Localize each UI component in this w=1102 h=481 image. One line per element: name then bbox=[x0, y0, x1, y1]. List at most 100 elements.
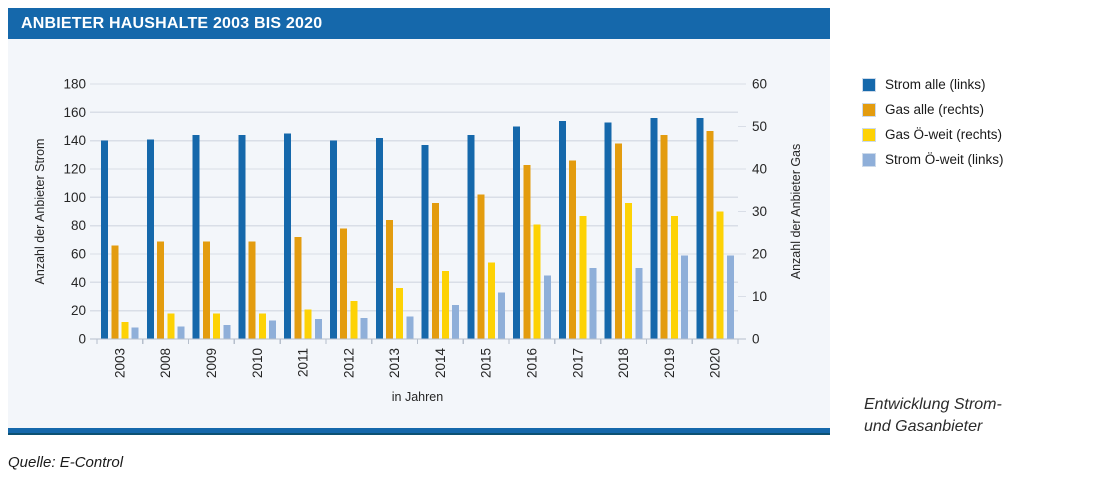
x-category-label: 2009 bbox=[204, 348, 219, 378]
y-left-tick-label: 120 bbox=[63, 162, 86, 177]
bar-gas-alle-rechts--2003 bbox=[111, 245, 119, 339]
x-category-label: 2020 bbox=[708, 348, 723, 378]
bar-gas-weit-rechts--2011 bbox=[304, 309, 312, 339]
bar-gas-alle-rechts--2011 bbox=[294, 237, 302, 339]
bar-strom-weit-links--2020 bbox=[726, 255, 734, 339]
chart-title-bar: ANBIETER HAUSHALTE 2003 BIS 2020 bbox=[8, 8, 830, 39]
y-right-tick-label: 20 bbox=[752, 247, 767, 262]
chart-caption: Entwicklung Strom- und Gasanbieter bbox=[864, 394, 1002, 438]
bar-strom-weit-links--2008 bbox=[177, 326, 185, 339]
legend-label: Gas alle (rechts) bbox=[885, 102, 985, 117]
x-axis-title: in Jahren bbox=[392, 390, 443, 404]
bar-strom-weit-links--2015 bbox=[497, 292, 505, 339]
chart-title: ANBIETER HAUSHALTE 2003 BIS 2020 bbox=[21, 15, 323, 32]
bar-gas-alle-rechts--2013 bbox=[386, 220, 394, 339]
y-left-tick-label: 80 bbox=[71, 218, 86, 233]
bar-gas-alle-rechts--2017 bbox=[569, 160, 577, 339]
bar-gas-weit-rechts--2015 bbox=[487, 262, 495, 339]
bar-chart: 0 20 40 60 80 100 120 140 160 180 0 10 20 30 40 50 60 200… bbox=[33, 77, 803, 405]
bar-strom-weit-links--2019 bbox=[681, 255, 689, 339]
bar-strom-alle-links--2013 bbox=[375, 137, 383, 339]
bar-gas-alle-rechts--2014 bbox=[431, 203, 439, 339]
y-right-tick-label: 60 bbox=[752, 77, 767, 92]
y-left-tick-label: 0 bbox=[78, 332, 86, 347]
bar-gas-alle-rechts--2008 bbox=[157, 241, 165, 339]
bar-strom-weit-links--2009 bbox=[223, 324, 231, 339]
legend-item-strom-alle-links-: Strom alle (links) bbox=[862, 72, 1004, 97]
legend-label: Strom Ö-weit (links) bbox=[885, 152, 1004, 167]
y-right-tick-label: 50 bbox=[752, 119, 767, 134]
y-right-tick-label: 30 bbox=[752, 204, 767, 219]
bar-strom-weit-links--2017 bbox=[589, 268, 597, 339]
bar-gas-alle-rechts--2016 bbox=[523, 164, 531, 339]
y-right-tick-label: 10 bbox=[752, 289, 767, 304]
bar-strom-weit-links--2016 bbox=[543, 275, 551, 339]
bar-strom-weit-links--2013 bbox=[406, 316, 414, 339]
x-category-label: 2011 bbox=[296, 348, 311, 377]
bar-gas-alle-rechts--2018 bbox=[614, 143, 622, 339]
y-left-tick-label: 160 bbox=[63, 105, 86, 120]
y-right-tick-label: 40 bbox=[752, 162, 767, 177]
bar-strom-alle-links--2008 bbox=[146, 139, 154, 339]
bar-strom-weit-links--2012 bbox=[360, 317, 368, 339]
bar-strom-alle-links--2009 bbox=[192, 135, 200, 339]
legend-swatch bbox=[862, 102, 876, 117]
y-left-tick-label: 100 bbox=[63, 190, 86, 205]
y-left-tick-label: 60 bbox=[71, 247, 86, 262]
legend-swatch bbox=[862, 152, 876, 167]
bar-gas-weit-rechts--2008 bbox=[167, 313, 175, 339]
caption-line-1: Entwicklung Strom- bbox=[864, 396, 1002, 413]
y-left-tick-label: 20 bbox=[71, 303, 86, 318]
bar-gas-alle-rechts--2012 bbox=[340, 228, 348, 339]
bar-strom-alle-links--2020 bbox=[696, 118, 704, 339]
bar-strom-weit-links--2003 bbox=[131, 327, 139, 339]
chart-legend: Strom alle (links) Gas alle (rechts) Gas Ö… bbox=[862, 72, 1004, 172]
bar-gas-weit-rechts--2012 bbox=[350, 300, 358, 339]
x-category-label: 2014 bbox=[433, 348, 448, 379]
bar-gas-alle-rechts--2019 bbox=[660, 135, 668, 339]
bar-gas-weit-rechts--2017 bbox=[579, 215, 587, 339]
chart-panel: ANBIETER HAUSHALTE 2003 BIS 2020 0 20 40 60… bbox=[8, 8, 830, 428]
x-category-label: 2003 bbox=[112, 348, 127, 378]
bar-strom-weit-links--2018 bbox=[635, 268, 643, 339]
bar-strom-alle-links--2014 bbox=[421, 144, 429, 339]
legend-item-gas-alle-rechts-: Gas alle (rechts) bbox=[862, 97, 1004, 122]
x-category-label: 2019 bbox=[662, 348, 677, 378]
legend-label: Gas Ö-weit (rechts) bbox=[885, 127, 1003, 142]
y-left-tick-label: 180 bbox=[63, 77, 86, 92]
bar-strom-alle-links--2018 bbox=[604, 122, 612, 339]
x-category-label: 2016 bbox=[524, 348, 539, 378]
source-note: Quelle: E-Control bbox=[8, 454, 124, 471]
x-category-label: 2015 bbox=[479, 348, 494, 378]
x-category-label: 2013 bbox=[387, 348, 402, 378]
bar-strom-weit-links--2011 bbox=[314, 319, 322, 339]
legend-item-strom-weit-links-: Strom Ö-weit (links) bbox=[862, 147, 1004, 172]
y-right-axis-title: Anzahl der Anbieter Gas bbox=[789, 144, 803, 280]
legend-swatch bbox=[862, 77, 876, 92]
x-category-label: 2017 bbox=[570, 348, 585, 378]
x-category-label: 2012 bbox=[341, 348, 356, 378]
bar-gas-alle-rechts--2020 bbox=[706, 130, 714, 339]
legend-label: Strom alle (links) bbox=[885, 77, 986, 92]
bar-strom-alle-links--2010 bbox=[238, 135, 246, 339]
y-right-tick-label: 0 bbox=[752, 332, 760, 347]
bar-gas-alle-rechts--2015 bbox=[477, 194, 485, 339]
bar-strom-alle-links--2012 bbox=[330, 140, 338, 339]
chart-area: 0 20 40 60 80 100 120 140 160 180 0 10 20 30 40 50 60 200… bbox=[8, 39, 830, 428]
x-category-label: 2008 bbox=[158, 348, 173, 378]
y-left-tick-label: 40 bbox=[71, 275, 86, 290]
caption-line-2: und Gasanbieter bbox=[864, 418, 983, 435]
y-left-tick-label: 140 bbox=[63, 133, 86, 148]
x-category-label: 2018 bbox=[616, 348, 631, 378]
bar-strom-alle-links--2017 bbox=[558, 120, 566, 339]
bar-gas-alle-rechts--2010 bbox=[248, 241, 256, 339]
bar-gas-weit-rechts--2010 bbox=[258, 313, 266, 339]
legend-swatch bbox=[862, 127, 876, 142]
bar-strom-weit-links--2010 bbox=[269, 320, 277, 339]
bar-strom-alle-links--2015 bbox=[467, 135, 475, 339]
bar-strom-weit-links--2014 bbox=[452, 305, 460, 339]
x-category-label: 2010 bbox=[250, 348, 265, 378]
bar-gas-alle-rechts--2009 bbox=[202, 241, 210, 339]
bar-gas-weit-rechts--2018 bbox=[625, 203, 633, 339]
